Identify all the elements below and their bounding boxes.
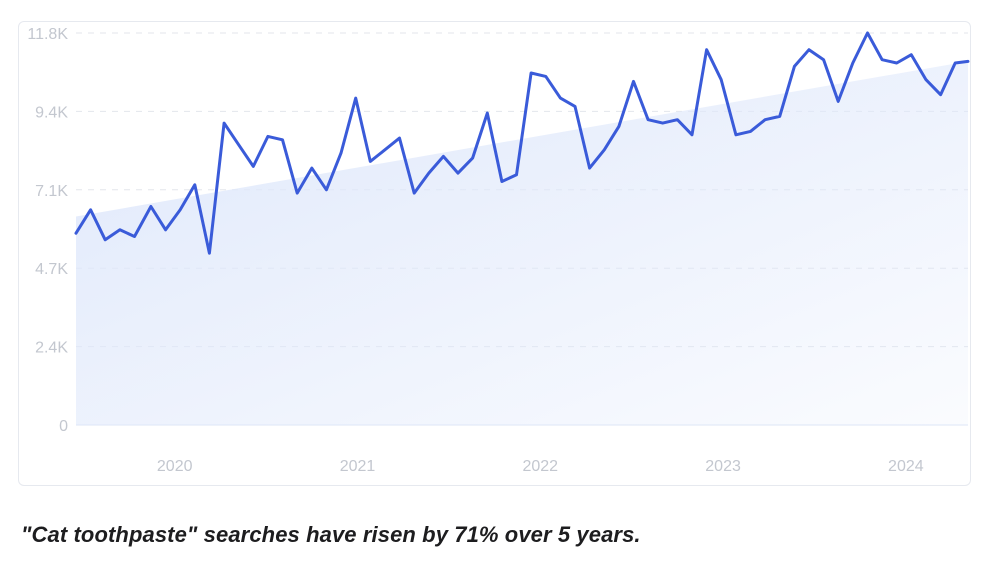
x-tick-label: 2021 <box>340 458 376 475</box>
x-tick-label: 2024 <box>888 458 924 475</box>
x-tick-label: 2020 <box>157 458 193 475</box>
x-tick-label: 2022 <box>522 458 558 475</box>
series-line <box>74 31 970 255</box>
x-axis-labels: 2020 2021 2022 2023 2024 <box>157 458 924 475</box>
y-tick-label: 4.7K <box>35 261 68 278</box>
line-layer <box>74 31 970 255</box>
chart-caption: "Cat toothpaste" searches have risen by … <box>21 522 641 547</box>
y-tick-label: 2.4K <box>35 340 68 357</box>
y-axis-labels: 0 2.4K 4.7K 7.1K 9.4K 11.8K <box>27 26 68 435</box>
y-tick-label: 9.4K <box>35 104 68 121</box>
y-tick-label: 11.8K <box>27 26 68 43</box>
y-tick-label: 0 <box>59 418 68 435</box>
x-tick-label: 2023 <box>705 458 741 475</box>
y-tick-label: 7.1K <box>35 183 68 200</box>
trend-area <box>76 61 968 425</box>
trend-layer <box>76 61 968 425</box>
